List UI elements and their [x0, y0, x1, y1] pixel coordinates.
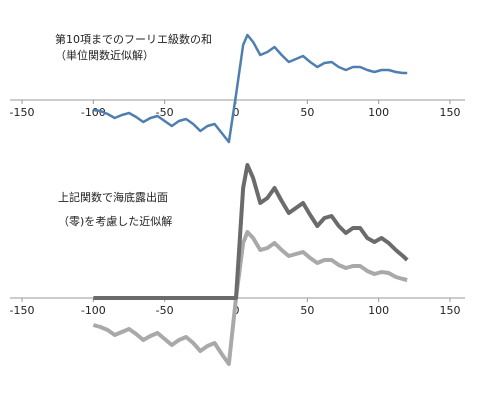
chart-title: （単位関数近似解）	[55, 48, 154, 62]
chart-title: （零)を考慮した近似解	[58, 214, 172, 228]
x-tick-label: -100	[81, 304, 106, 317]
x-tick-label: -150	[10, 304, 35, 317]
x-tick-label: 50	[300, 304, 314, 317]
x-tick-label: -50	[156, 304, 174, 317]
series-line	[92, 230, 408, 366]
x-tick-label: -50	[156, 106, 174, 119]
x-tick-label: 150	[440, 304, 461, 317]
x-tick-label: 0	[233, 106, 240, 119]
x-tick-label: 100	[368, 304, 389, 317]
chart-title: 第10項までのフーリエ級数の和	[55, 32, 212, 46]
x-tick-label: -150	[10, 106, 35, 119]
x-tick-label: 50	[300, 106, 314, 119]
x-tick-label: -100	[81, 106, 106, 119]
series-line	[93, 33, 408, 144]
chart-title: 上記関数で海底露出面	[58, 190, 168, 204]
series-line	[93, 163, 409, 300]
x-tick-label: 100	[368, 106, 389, 119]
x-tick-label: 150	[440, 106, 461, 119]
